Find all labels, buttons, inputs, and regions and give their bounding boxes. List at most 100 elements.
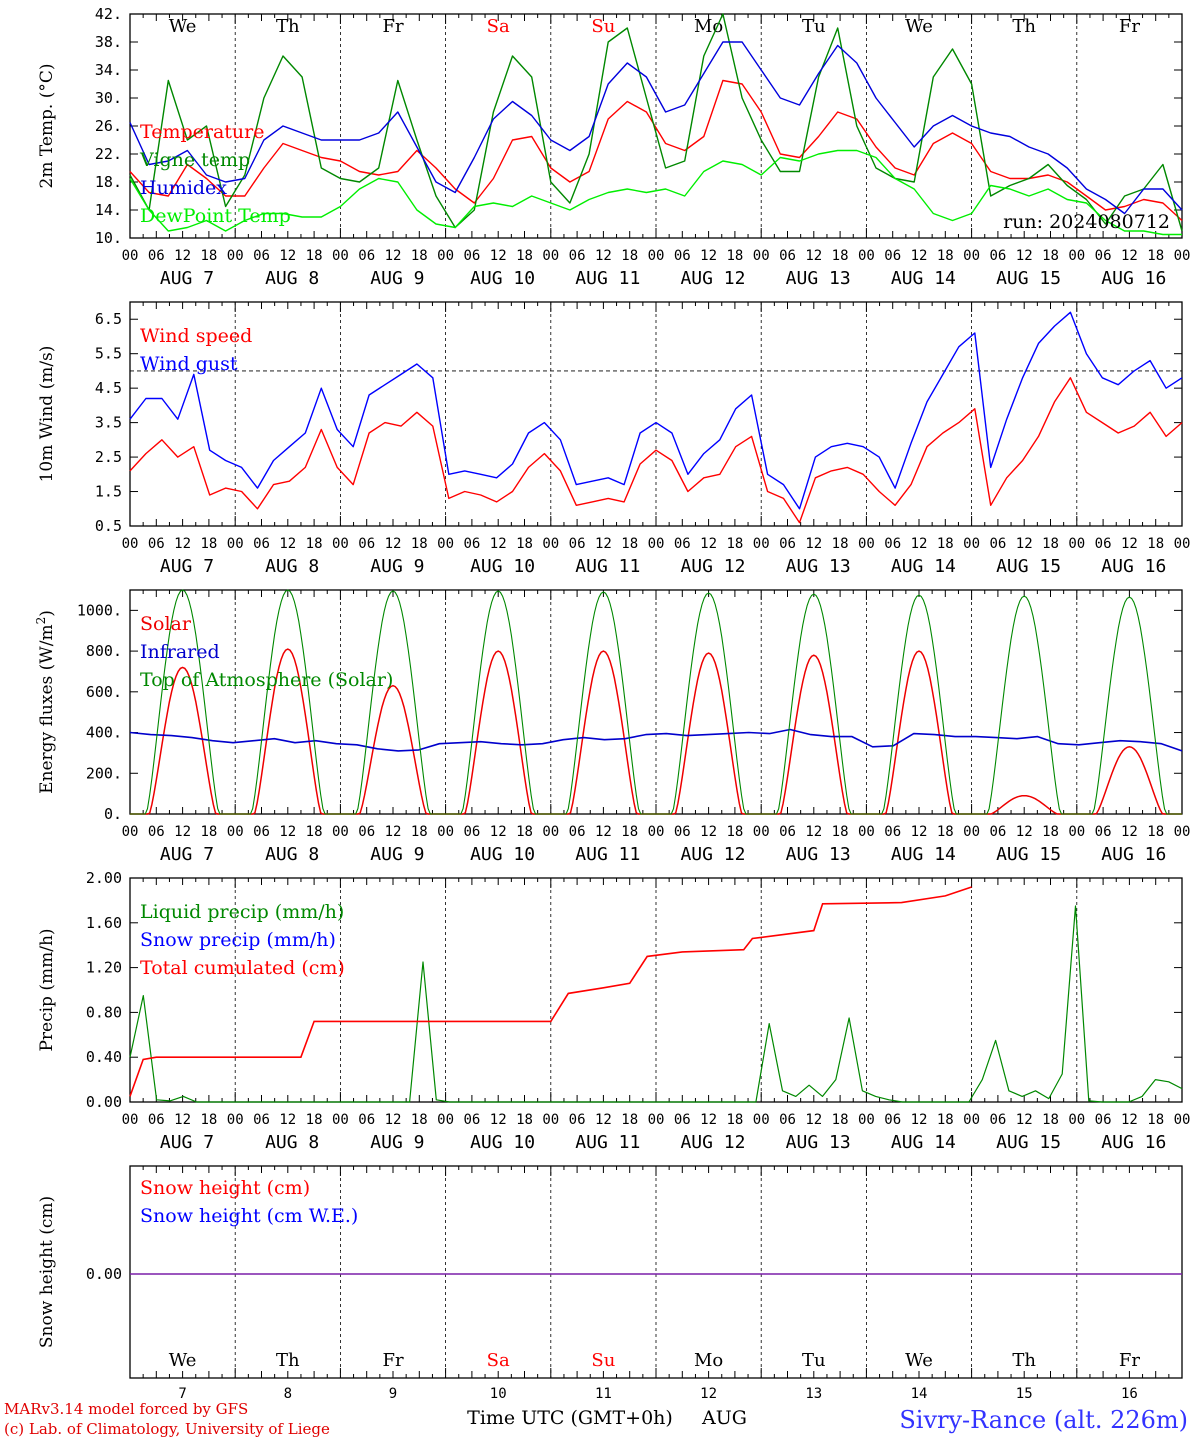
weekday-label: Fr (1119, 16, 1140, 37)
series-line-humidex (129, 41, 1183, 215)
x-day-label: AUG 10 (470, 268, 535, 289)
x-axis-title: Time UTC (GMT+0h) (467, 1407, 673, 1429)
x-hour-label: 18 (411, 824, 428, 840)
x-hour-label: 12 (1016, 248, 1033, 264)
weekday-label: We (905, 1350, 933, 1371)
x-hour-label: 06 (358, 824, 375, 840)
x-hour-label: 18 (200, 536, 217, 552)
series-line-dewpoint-temp (129, 149, 1182, 236)
x-day-label: AUG 10 (470, 1132, 535, 1153)
run-label: run: 2024080712 (1003, 211, 1170, 233)
x-hour-label: 12 (1121, 824, 1138, 840)
x-hour-label: 00 (1068, 248, 1085, 264)
x-hour-label: 06 (148, 824, 165, 840)
x-hour-label: 06 (358, 1112, 375, 1128)
y-tick-label: 0.00 (86, 1093, 122, 1111)
series-line-top-of-atmosphere-solar- (130, 589, 1182, 815)
series-line-wind-gust (129, 311, 1183, 510)
y-tick-label: 38. (95, 33, 122, 51)
y-tick-label: 600. (86, 683, 122, 701)
x-hour-label: 00 (437, 1112, 454, 1128)
y-tick-label: 1000. (77, 601, 122, 619)
x-hour-label: 06 (674, 824, 691, 840)
x-hour-label: 06 (253, 1112, 270, 1128)
x-hour-label: 00 (332, 1112, 349, 1128)
y-tick-label: 0.40 (86, 1048, 122, 1066)
x-hour-label: 18 (726, 248, 743, 264)
x-hour-label: 12 (911, 824, 928, 840)
x-hour-label: 06 (884, 824, 901, 840)
y-tick-label: 42. (95, 5, 122, 23)
x-hour-label: 06 (884, 1112, 901, 1128)
series-line-temperature (129, 79, 1183, 222)
y-tick-label: 18. (95, 173, 122, 191)
x-day-label: AUG 14 (891, 844, 956, 865)
x-hour-label: 06 (1095, 824, 1112, 840)
y-axis-title: Energy fluxes (W/m2) (34, 610, 57, 794)
x-hour-label: 00 (227, 1112, 244, 1128)
x-hour-label: 00 (963, 824, 980, 840)
x-hour-label: 00 (858, 824, 875, 840)
x-hour-label: 12 (911, 1112, 928, 1128)
legend-entry: Wind speed (140, 325, 252, 347)
weekday-label: Tu (802, 16, 826, 37)
x-hour-label: 06 (148, 536, 165, 552)
x-hour-label: 12 (805, 248, 822, 264)
weekday-label: We (905, 16, 933, 37)
x-day-label: AUG 9 (370, 844, 424, 865)
x-hour-label: 18 (306, 248, 323, 264)
x-hour-label: 06 (569, 1112, 586, 1128)
x-hour-label: 00 (858, 536, 875, 552)
x-hour-label: 12 (385, 1112, 402, 1128)
legend-entry: Snow precip (mm/h) (140, 929, 336, 951)
x-hour-label: 06 (779, 248, 796, 264)
x-hour-label: 12 (1121, 536, 1138, 552)
x-hour-label: 00 (542, 824, 559, 840)
x-hour-label: 18 (1042, 824, 1059, 840)
x-hour-label: 00 (753, 248, 770, 264)
y-axis-title: Snow height (cm) (37, 1196, 57, 1348)
x-day-label: AUG 16 (1101, 268, 1166, 289)
x-hour-label: 06 (1095, 536, 1112, 552)
x-hour-label: 18 (411, 248, 428, 264)
x-hour-label: 00 (963, 1112, 980, 1128)
x-hour-label: 18 (411, 536, 428, 552)
x-day-label: AUG 8 (265, 1132, 319, 1153)
x-hour-label: 00 (227, 248, 244, 264)
y-tick-label: 26. (95, 117, 122, 135)
x-hour-label: 12 (595, 536, 612, 552)
lab-credit: (c) Lab. of Climatology, University of L… (4, 1420, 330, 1438)
legend-entry: Vigne temp (139, 149, 250, 171)
weekday-label: Fr (382, 1350, 403, 1371)
x-hour-label: 12 (1016, 824, 1033, 840)
x-hour-label: 12 (174, 1112, 191, 1128)
x-hour-label: 06 (779, 1112, 796, 1128)
y-axis-title: Precip (mm/h) (37, 928, 57, 1051)
x-hour-label: 00 (963, 536, 980, 552)
legend-entry: Humidex (140, 177, 227, 199)
x-hour-label: 12 (595, 248, 612, 264)
x-day-label: AUG 8 (265, 268, 319, 289)
weekday-label: Su (591, 16, 615, 37)
x-hour-label: 18 (832, 824, 849, 840)
y-tick-label: 30. (95, 89, 122, 107)
x-hour-label: 12 (279, 1112, 296, 1128)
x-hour-label: 12 (490, 824, 507, 840)
legend-entry: Wind gust (140, 353, 238, 375)
x-hour-label: 12 (385, 824, 402, 840)
plot-frame (129, 301, 1183, 527)
x-hour-label: 18 (937, 824, 954, 840)
weekday-label: Sa (487, 1350, 510, 1371)
bottom-day-number: 10 (490, 1386, 507, 1402)
x-hour-label: 06 (358, 248, 375, 264)
x-hour-label: 18 (726, 536, 743, 552)
weekday-label: Su (591, 1350, 615, 1371)
x-hour-label: 00 (542, 248, 559, 264)
series-line-wind-speed (129, 377, 1183, 524)
panel-1: 10. 14. 18. 22. 26. 30. 34. 38. 42. 2m Temp. (°C)… (37, 5, 1190, 289)
x-hour-label: 06 (674, 1112, 691, 1128)
x-day-label: AUG 15 (996, 268, 1061, 289)
x-hour-label: 18 (832, 536, 849, 552)
x-hour-label: 00 (122, 248, 139, 264)
x-hour-label: 06 (569, 248, 586, 264)
